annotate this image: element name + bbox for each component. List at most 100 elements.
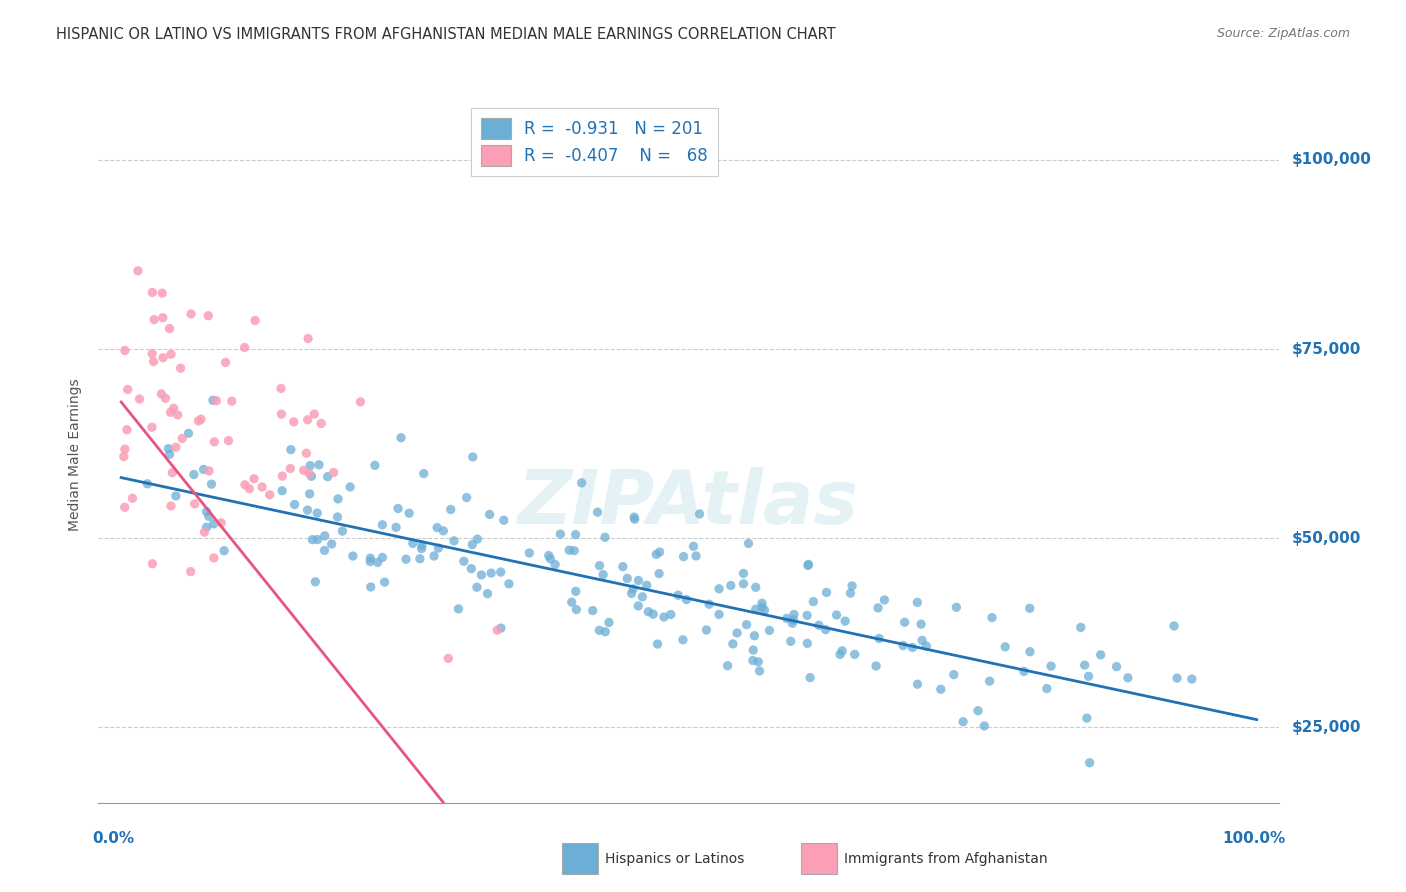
Point [180, 565, 202, 579]
Point [905, 595, 928, 609]
Point [645, 548, 668, 562]
Point [121, 491, 143, 506]
Point [180, 307, 202, 321]
Point [195, 505, 218, 519]
Point [233, 477, 256, 491]
Point [271, 483, 294, 498]
Point [295, 446, 318, 460]
Point [745, 580, 768, 594]
Point [183, 497, 205, 511]
Point [623, 510, 645, 524]
Point [682, 539, 704, 553]
Point [627, 599, 650, 613]
Point [1070, 620, 1092, 634]
Point [339, 480, 361, 494]
Point [1116, 671, 1139, 685]
Point [314, 529, 336, 543]
Point [195, 520, 218, 534]
Point [270, 381, 292, 395]
Point [440, 502, 463, 516]
Point [221, 394, 243, 409]
Point [479, 566, 502, 580]
Text: $50,000: $50,000 [1291, 531, 1361, 546]
Point [395, 552, 418, 566]
Point [461, 538, 484, 552]
Point [427, 541, 450, 555]
Point [172, 432, 194, 446]
Point [538, 551, 561, 566]
Point [316, 469, 339, 483]
Point [304, 574, 326, 589]
Point [901, 640, 924, 655]
Point [157, 442, 180, 456]
Point [349, 395, 371, 409]
Point [776, 611, 799, 625]
Point [190, 412, 212, 426]
Point [648, 545, 671, 559]
Text: 100.0%: 100.0% [1222, 830, 1285, 846]
Point [689, 507, 711, 521]
Point [283, 415, 305, 429]
Point [737, 536, 759, 550]
Point [202, 551, 225, 566]
Point [659, 607, 682, 622]
Point [432, 524, 454, 538]
Point [672, 549, 695, 564]
Point [735, 617, 758, 632]
Text: Hispanics or Latinos: Hispanics or Latinos [605, 852, 744, 866]
Point [307, 533, 329, 547]
Point [163, 401, 186, 416]
Point [967, 704, 990, 718]
Point [907, 677, 929, 691]
Point [201, 393, 224, 408]
Point [117, 383, 139, 397]
Point [747, 655, 769, 669]
Point [127, 264, 149, 278]
Point [652, 610, 675, 624]
Point [868, 632, 890, 646]
Point [631, 590, 654, 604]
Point [385, 520, 408, 534]
Point [733, 576, 755, 591]
Point [550, 527, 572, 541]
Point [437, 651, 460, 665]
Point [748, 664, 770, 678]
Point [364, 458, 387, 473]
Text: Immigrants from Afghanistan: Immigrants from Afghanistan [844, 852, 1047, 866]
Point [461, 450, 484, 464]
Point [332, 524, 354, 538]
Point [620, 586, 643, 600]
Point [202, 516, 225, 531]
Point [374, 575, 396, 590]
Point [359, 555, 381, 569]
Text: HISPANIC OR LATINO VS IMMIGRANTS FROM AFGHANISTAN MEDIAN MALE EARNINGS CORRELATI: HISPANIC OR LATINO VS IMMIGRANTS FROM AF… [56, 27, 835, 42]
Point [212, 543, 235, 558]
Point [558, 543, 581, 558]
Point [562, 543, 585, 558]
Point [308, 458, 330, 472]
Point [112, 450, 135, 464]
Point [801, 594, 824, 608]
Point [411, 541, 433, 556]
Point [342, 549, 364, 563]
Point [233, 341, 256, 355]
Point [165, 440, 187, 454]
Point [197, 309, 219, 323]
Point [136, 476, 159, 491]
Point [292, 463, 315, 477]
Point [598, 615, 620, 630]
Point [198, 464, 221, 478]
Point [486, 623, 509, 637]
Point [360, 580, 382, 594]
Point [911, 633, 934, 648]
Point [1181, 672, 1204, 686]
Point [359, 551, 381, 566]
Point [280, 442, 302, 457]
Point [910, 617, 932, 632]
Point [782, 613, 804, 627]
Point [470, 568, 492, 582]
Point [371, 550, 394, 565]
Point [1105, 659, 1128, 673]
Point [250, 480, 273, 494]
Point [326, 510, 349, 524]
